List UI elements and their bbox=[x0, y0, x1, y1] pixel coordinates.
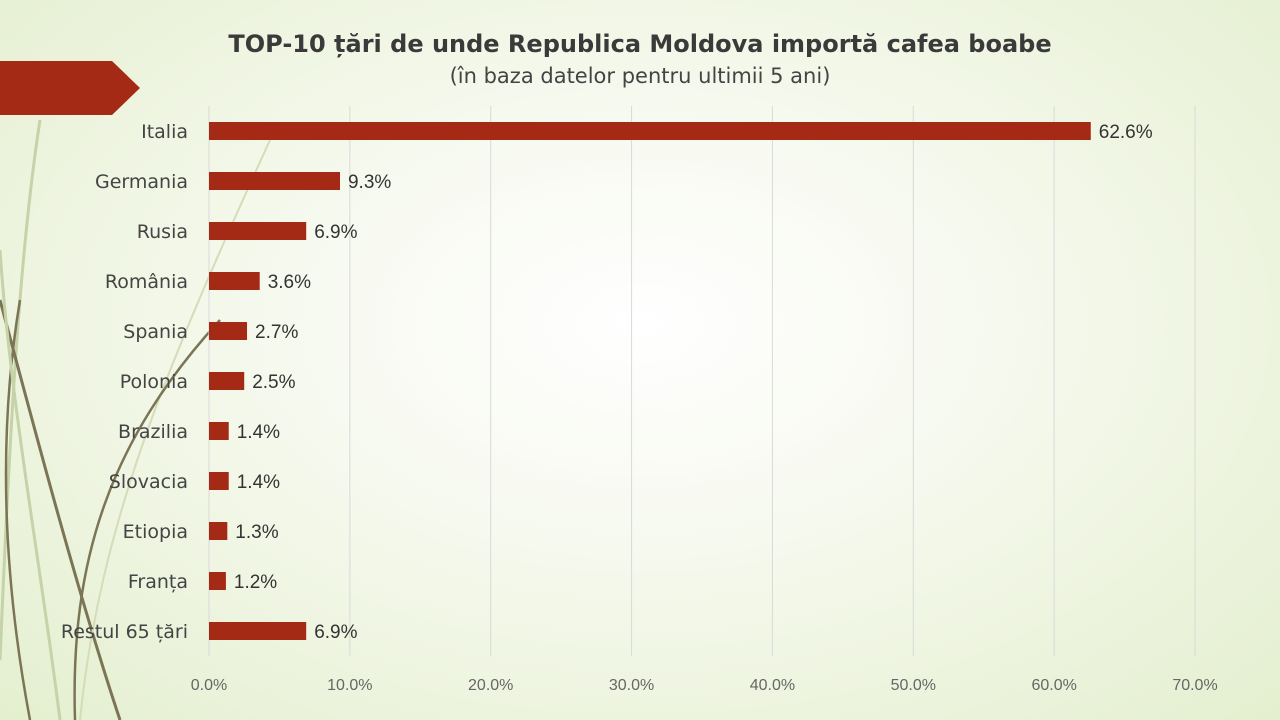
bar bbox=[209, 422, 229, 440]
x-tick-label: 0.0% bbox=[191, 677, 227, 694]
x-tick-label: 10.0% bbox=[327, 677, 372, 694]
category-label: Franța bbox=[128, 571, 188, 593]
data-label: 2.7% bbox=[255, 322, 298, 343]
x-tick-label: 20.0% bbox=[468, 677, 513, 694]
bar bbox=[209, 272, 260, 290]
category-label: România bbox=[105, 271, 188, 293]
bars bbox=[209, 122, 1091, 640]
data-label: 6.9% bbox=[314, 222, 357, 243]
bar bbox=[209, 572, 226, 590]
data-label: 62.6% bbox=[1099, 122, 1153, 143]
x-axis-ticks: 0.0% 10.0% 20.0% 30.0% 40.0% 50.0% 60.0% 70.0% bbox=[191, 677, 1218, 694]
x-tick-label: 70.0% bbox=[1172, 677, 1217, 694]
bar bbox=[209, 622, 307, 640]
value-labels: 62.6% 9.3% 6.9% 3.6% 2.7% 2.5% 1.4% 1.4% 1.3% 1.2… bbox=[234, 122, 1153, 643]
title-arrow-shape bbox=[0, 61, 140, 115]
chart-subtitle: (în baza datelor pentru ultimii 5 ani) bbox=[449, 64, 831, 88]
data-label: 2.5% bbox=[252, 372, 295, 393]
bar bbox=[209, 472, 229, 490]
data-label: 1.4% bbox=[237, 472, 280, 493]
x-tick-label: 50.0% bbox=[891, 677, 936, 694]
category-label: Brazilia bbox=[118, 421, 188, 443]
category-label: Etiopia bbox=[123, 521, 188, 543]
category-label: Polonia bbox=[120, 371, 188, 393]
data-label: 1.3% bbox=[235, 522, 278, 543]
x-tick-label: 60.0% bbox=[1031, 677, 1076, 694]
data-label: 9.3% bbox=[348, 172, 391, 193]
data-label: 1.4% bbox=[237, 422, 280, 443]
x-tick-label: 40.0% bbox=[750, 677, 795, 694]
category-label: Slovacia bbox=[109, 471, 188, 493]
chart-title: TOP-10 țări de unde Republica Moldova im… bbox=[228, 30, 1052, 58]
bar bbox=[209, 222, 307, 240]
data-label: 1.2% bbox=[234, 572, 277, 593]
grid-lines bbox=[208, 106, 1196, 656]
bar bbox=[209, 372, 245, 390]
bar bbox=[209, 522, 228, 540]
category-label: Italia bbox=[141, 121, 188, 143]
bar bbox=[209, 172, 340, 190]
bar bbox=[209, 122, 1091, 140]
category-label: Germania bbox=[95, 171, 188, 193]
bar bbox=[209, 322, 248, 340]
category-label: Rusia bbox=[137, 221, 188, 243]
x-tick-label: 30.0% bbox=[609, 677, 654, 694]
category-label: Spania bbox=[123, 321, 188, 343]
category-label: Restul 65 țări bbox=[61, 621, 188, 643]
data-label: 6.9% bbox=[314, 622, 357, 643]
data-label: 3.6% bbox=[268, 272, 311, 293]
category-labels: Italia Germania Rusia România Spania Polonia B… bbox=[61, 121, 188, 643]
